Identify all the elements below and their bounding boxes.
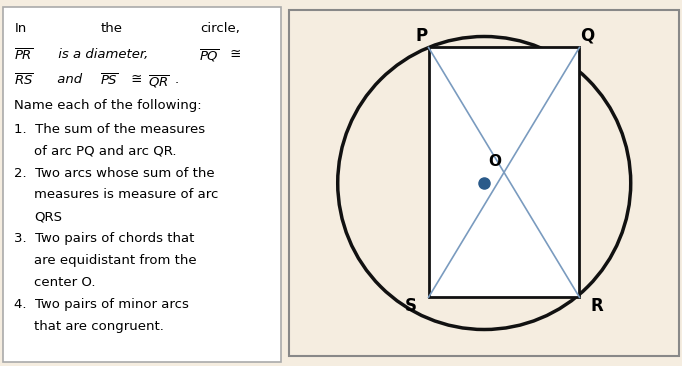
Text: $\overline{PR}$: $\overline{PR}$ [14, 48, 33, 63]
FancyBboxPatch shape [3, 7, 281, 362]
Text: of arc PQ and arc QR.: of arc PQ and arc QR. [34, 145, 177, 158]
Text: $\overline{PS}$: $\overline{PS}$ [100, 73, 119, 89]
Text: 1.  The sum of the measures: 1. The sum of the measures [14, 123, 205, 136]
Text: ≅: ≅ [128, 73, 147, 86]
Text: QRS: QRS [34, 210, 62, 224]
Polygon shape [428, 48, 580, 297]
Text: circle,: circle, [201, 22, 240, 35]
Text: center O.: center O. [34, 276, 96, 290]
Text: .: . [175, 73, 179, 86]
Text: measures is measure of arc: measures is measure of arc [34, 188, 219, 202]
Text: are equidistant from the: are equidistant from the [34, 254, 197, 268]
Text: R: R [591, 297, 604, 315]
Text: S: S [405, 297, 417, 315]
Text: 2.  Two arcs whose sum of the: 2. Two arcs whose sum of the [14, 167, 215, 180]
Text: ≅: ≅ [226, 48, 241, 61]
Text: P: P [415, 27, 428, 45]
Text: Q: Q [580, 27, 594, 45]
Text: 3.  Two pairs of chords that: 3. Two pairs of chords that [14, 232, 194, 246]
Text: the: the [100, 22, 122, 35]
Text: O: O [488, 153, 501, 168]
Text: $\overline{PQ}$: $\overline{PQ}$ [199, 48, 220, 64]
Text: $\overline{QR}$: $\overline{QR}$ [147, 73, 169, 90]
Text: Name each of the following:: Name each of the following: [14, 99, 202, 112]
Text: 4.  Two pairs of minor arcs: 4. Two pairs of minor arcs [14, 298, 189, 311]
Text: is a diameter,: is a diameter, [55, 48, 153, 61]
Text: $\overline{RS}$: $\overline{RS}$ [14, 73, 34, 89]
Text: that are congruent.: that are congruent. [34, 320, 164, 333]
Text: In: In [14, 22, 27, 35]
Text: and: and [53, 73, 87, 86]
FancyBboxPatch shape [289, 10, 679, 356]
